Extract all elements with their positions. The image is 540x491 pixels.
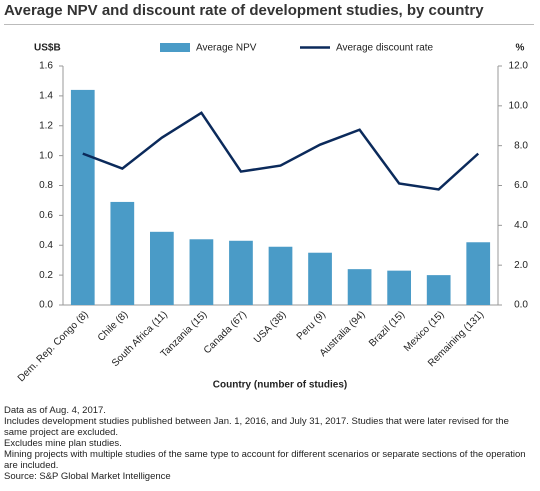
notes: Data as of Aug. 4, 2017. Includes develop…: [4, 405, 532, 482]
bar: [268, 246, 293, 305]
y2-tick-label: 10.0: [509, 100, 529, 111]
y-tick-label: 0.6: [39, 210, 53, 221]
legend-label: Average NPV: [196, 43, 257, 54]
x-axis-label: Country (number of studies): [213, 380, 347, 391]
line: [82, 111, 480, 191]
y2-tick-label: 12.0: [509, 61, 529, 72]
y-tick-label: 1.4: [39, 91, 53, 102]
note: Excludes mine plan studies.: [4, 438, 122, 449]
y-tick-label: 0.0: [39, 300, 53, 311]
bar: [387, 270, 411, 305]
y2-tick-label: 8.0: [514, 140, 528, 151]
bar: [189, 239, 214, 305]
y-tick-label: 0.8: [39, 180, 53, 191]
bar: [150, 231, 174, 305]
x-tick-label: Peru (9): [295, 309, 328, 342]
y2-tick-label: 4.0: [514, 220, 528, 231]
bar: [426, 275, 451, 305]
y-axis-label: US$B: [34, 43, 61, 54]
y2-tick-label: 0.0: [514, 300, 528, 311]
x-tick-label: Chile (8): [96, 309, 131, 344]
x-tick-label: Dem. Rep. Congo (8): [16, 309, 91, 384]
bar: [347, 269, 372, 305]
y-tick-label: 1.2: [39, 120, 53, 131]
y-tick-label: 0.2: [39, 270, 53, 281]
title-rule: [4, 24, 534, 25]
y2-axis-label: %: [516, 43, 525, 54]
x-tick-label: Brazil (15): [367, 309, 407, 349]
bar: [110, 201, 135, 305]
chart: US$B % Country (number of studies) 0.0 0.…: [16, 43, 529, 391]
note: Data as of Aug. 4, 2017.: [4, 405, 106, 416]
bar: [466, 242, 491, 305]
y-tick-label: 1.0: [39, 150, 53, 161]
note: Mining projects with multiple studies of…: [4, 449, 526, 471]
x-tick-label: Canada (67): [202, 309, 249, 356]
source: Source: S&P Global Market Intelligence: [4, 471, 171, 482]
bar: [229, 240, 253, 305]
note: Includes development studies published b…: [4, 416, 509, 438]
y2-tick-label: 2.0: [514, 260, 528, 271]
y-tick-label: 1.6: [39, 61, 53, 72]
bar: [70, 89, 95, 306]
legend-label: Average discount rate: [336, 43, 434, 54]
y2-tick-label: 6.0: [514, 180, 528, 191]
chart-title: Average NPV and discount rate of develop…: [4, 2, 484, 19]
bar: [308, 252, 332, 305]
legend-swatch: [160, 43, 190, 52]
x-tick-label: USA (38): [252, 309, 288, 345]
y-tick-label: 0.4: [39, 240, 53, 251]
